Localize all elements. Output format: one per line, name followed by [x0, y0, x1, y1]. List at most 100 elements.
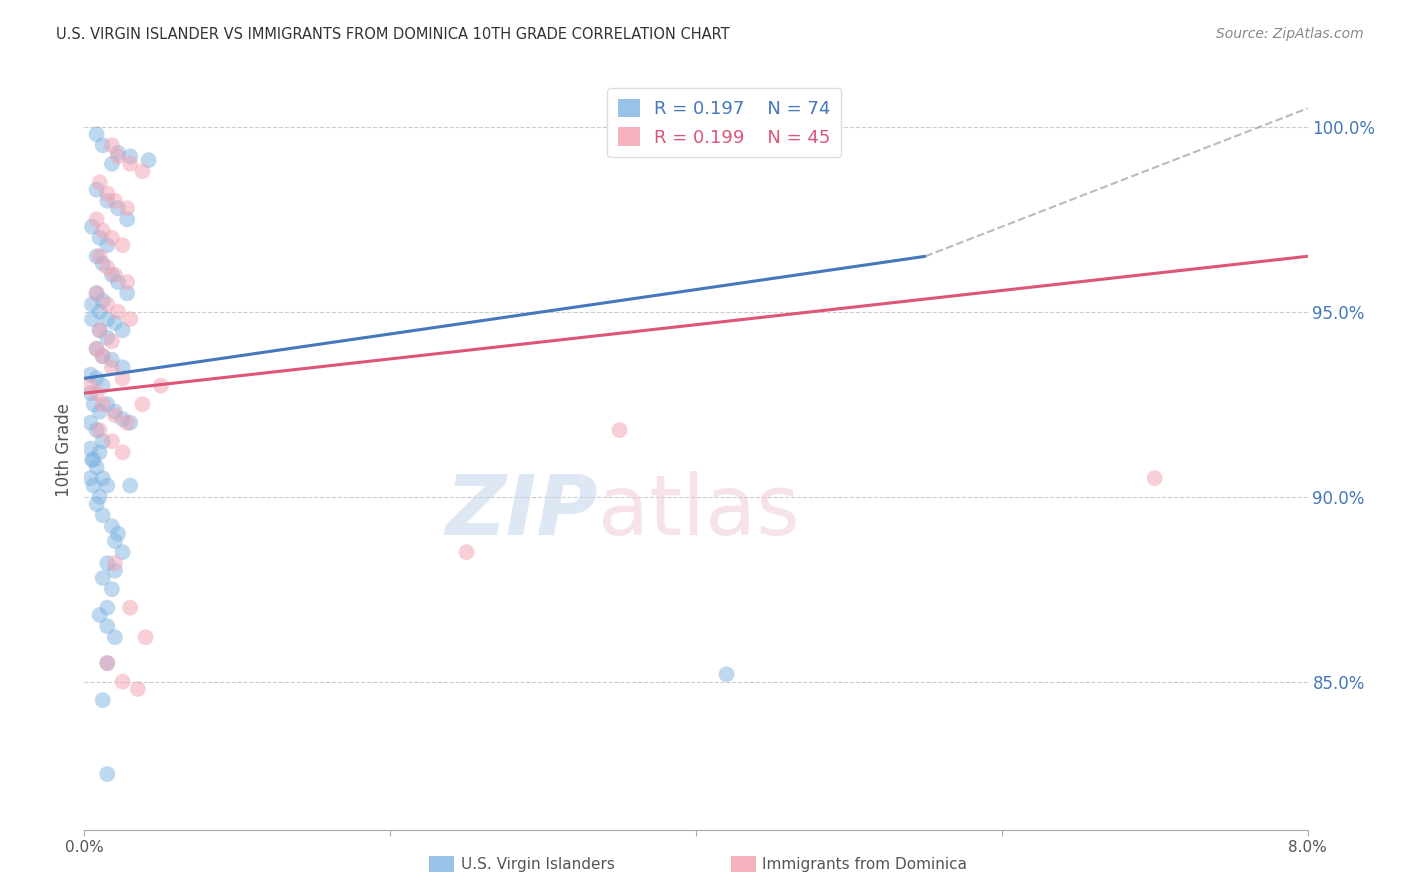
- Point: [91, 693, 114, 707]
- Point: [91, 223, 114, 237]
- Point: [111, 238, 134, 252]
- Point: [79, 368, 101, 382]
- Point: [96, 194, 118, 208]
- Point: [111, 323, 134, 337]
- Text: Source: ZipAtlas.com: Source: ZipAtlas.com: [1216, 27, 1364, 41]
- Point: [101, 268, 124, 282]
- Point: [89, 404, 111, 418]
- Point: [111, 360, 134, 375]
- Point: [89, 423, 111, 437]
- Point: [86, 423, 108, 437]
- Point: [86, 342, 108, 356]
- Point: [91, 434, 114, 449]
- Point: [89, 323, 111, 337]
- Point: [89, 305, 111, 319]
- Point: [91, 349, 114, 363]
- Point: [115, 286, 138, 301]
- Point: [79, 378, 101, 392]
- Point: [120, 416, 142, 430]
- Point: [101, 352, 124, 367]
- Legend: R = 0.197    N = 74, R = 0.199    N = 45: R = 0.197 N = 74, R = 0.199 N = 45: [607, 88, 841, 157]
- Point: [96, 312, 118, 326]
- Point: [86, 127, 108, 141]
- Text: Immigrants from Dominica: Immigrants from Dominica: [762, 857, 967, 871]
- Point: [1143, 471, 1166, 485]
- Point: [86, 371, 108, 385]
- Point: [716, 667, 738, 681]
- Point: [104, 316, 127, 330]
- Point: [80, 297, 103, 311]
- Point: [111, 674, 134, 689]
- Point: [104, 194, 127, 208]
- Point: [96, 478, 118, 492]
- Point: [91, 471, 114, 485]
- Point: [91, 508, 114, 523]
- Point: [86, 497, 108, 511]
- Point: [89, 231, 111, 245]
- Point: [120, 600, 142, 615]
- Point: [89, 445, 111, 459]
- Point: [96, 260, 118, 275]
- Text: U.S. Virgin Islanders: U.S. Virgin Islanders: [461, 857, 614, 871]
- Point: [135, 630, 157, 644]
- Point: [456, 545, 478, 559]
- Point: [104, 630, 127, 644]
- Point: [96, 238, 118, 252]
- Point: [96, 556, 118, 570]
- Point: [86, 249, 108, 263]
- Point: [89, 175, 111, 189]
- Point: [101, 360, 124, 375]
- Point: [91, 571, 114, 585]
- Point: [107, 305, 129, 319]
- Point: [120, 478, 142, 492]
- Point: [91, 257, 114, 271]
- Point: [89, 490, 111, 504]
- Point: [107, 149, 129, 163]
- Text: U.S. VIRGIN ISLANDER VS IMMIGRANTS FROM DOMINICA 10TH GRADE CORRELATION CHART: U.S. VIRGIN ISLANDER VS IMMIGRANTS FROM …: [56, 27, 730, 42]
- Point: [101, 231, 124, 245]
- Point: [86, 183, 108, 197]
- Point: [609, 423, 631, 437]
- Point: [107, 275, 129, 289]
- Point: [96, 767, 118, 781]
- Point: [104, 409, 127, 423]
- Point: [115, 212, 138, 227]
- Point: [79, 416, 101, 430]
- Point: [86, 286, 108, 301]
- Y-axis label: 10th Grade: 10th Grade: [55, 403, 73, 498]
- Point: [96, 297, 118, 311]
- Point: [83, 397, 105, 411]
- Point: [86, 386, 108, 401]
- Point: [104, 404, 127, 418]
- Point: [107, 145, 129, 160]
- Point: [96, 619, 118, 633]
- Point: [96, 656, 118, 670]
- Point: [138, 153, 160, 168]
- Point: [149, 378, 172, 392]
- Point: [91, 378, 114, 392]
- Point: [111, 371, 134, 385]
- Point: [115, 201, 138, 215]
- Point: [89, 608, 111, 623]
- Point: [96, 331, 118, 345]
- Point: [101, 519, 124, 533]
- Point: [86, 460, 108, 475]
- Point: [115, 416, 138, 430]
- Point: [104, 556, 127, 570]
- Point: [86, 342, 108, 356]
- Text: ZIP: ZIP: [446, 471, 598, 551]
- Point: [91, 349, 114, 363]
- Point: [104, 534, 127, 549]
- Text: atlas: atlas: [598, 471, 800, 551]
- Point: [80, 219, 103, 234]
- Point: [86, 212, 108, 227]
- Point: [79, 471, 101, 485]
- Point: [79, 442, 101, 456]
- Point: [80, 452, 103, 467]
- Point: [96, 600, 118, 615]
- Point: [80, 312, 103, 326]
- Point: [89, 323, 111, 337]
- Point: [101, 157, 124, 171]
- Point: [111, 445, 134, 459]
- Point: [96, 397, 118, 411]
